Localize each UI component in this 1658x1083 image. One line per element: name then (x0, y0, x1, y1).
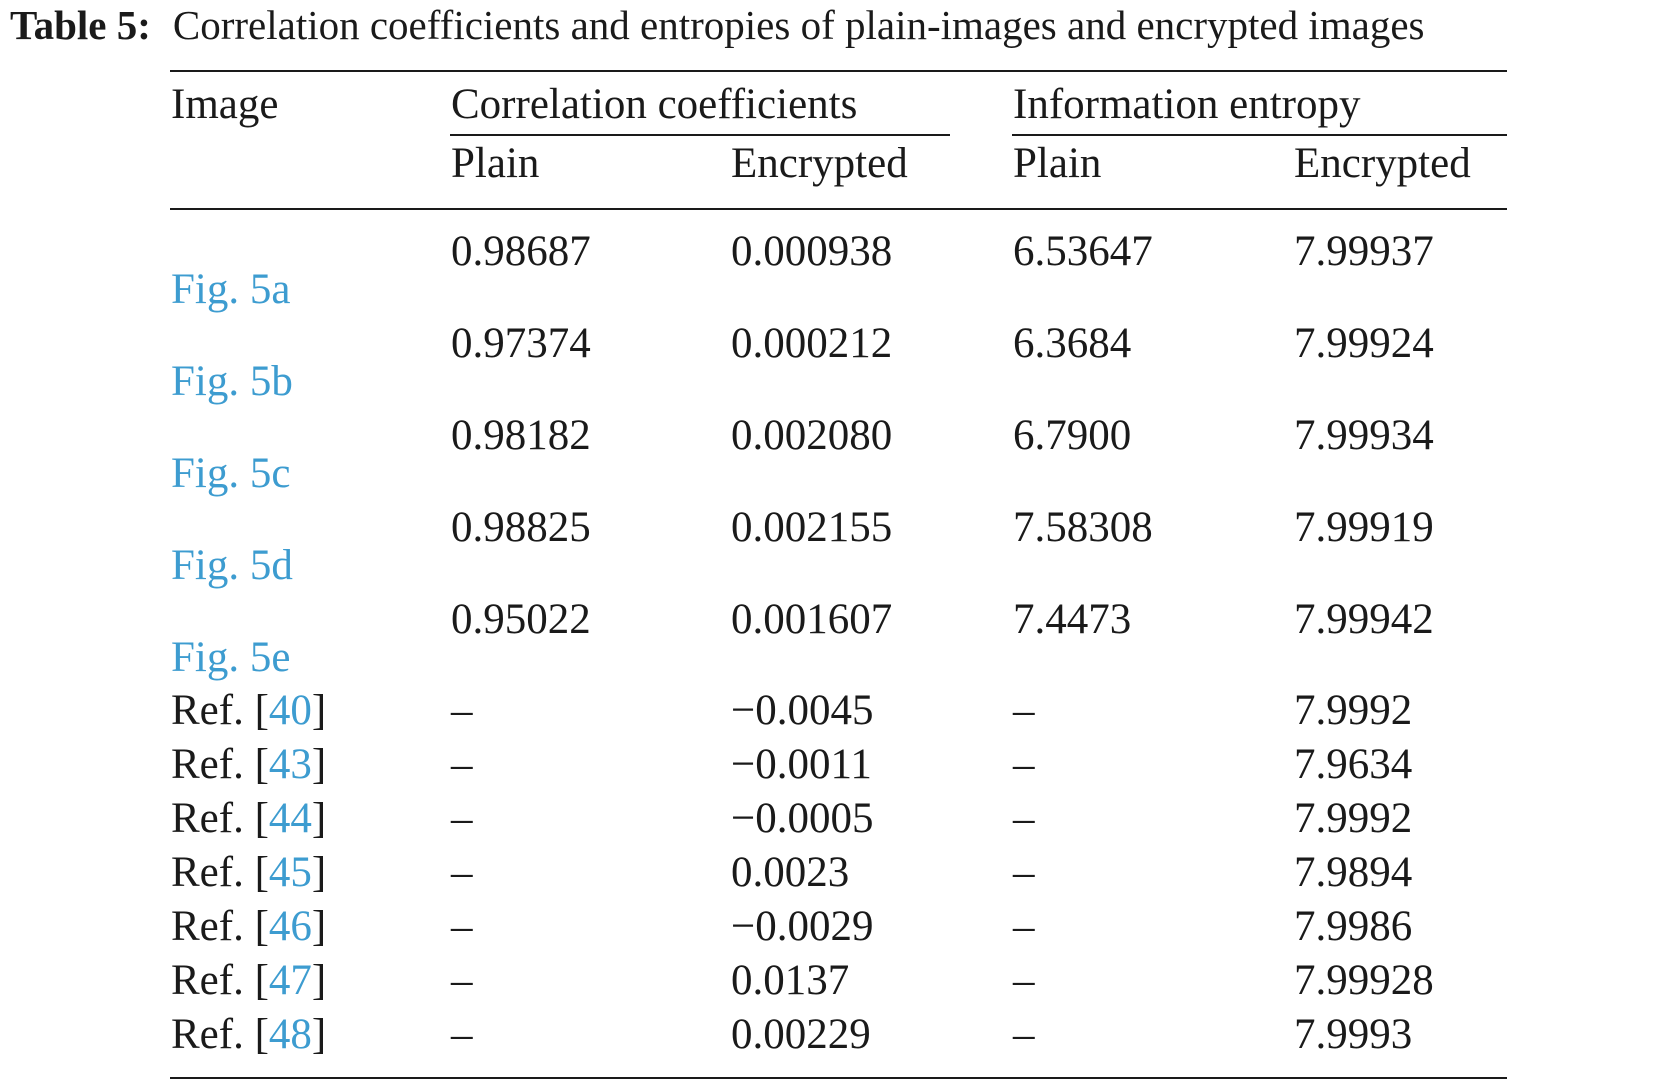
correlation-subrule (450, 134, 950, 136)
entropy-plain-value: – (1013, 1011, 1035, 1058)
entropy-plain-value: – (1013, 795, 1035, 842)
entropy-plain-value: – (1013, 903, 1035, 950)
entropy-encrypted-value: 7.9992 (1294, 795, 1413, 842)
caption-text: Correlation coefficients and entropies o… (172, 2, 1425, 48)
corr-encrypted-value: 0.002080 (731, 412, 893, 459)
ref-link[interactable]: 45 (268, 849, 312, 896)
corr-encrypted-value: −0.0045 (731, 687, 874, 734)
corr-plain-value: – (451, 795, 473, 842)
header-entropy: Information entropy (1013, 81, 1361, 128)
subheader-ent-encrypted: Encrypted (1294, 140, 1471, 187)
corr-plain-value: – (451, 741, 473, 788)
ref-suffix: ] (311, 903, 327, 950)
entropy-encrypted-value: 7.99924 (1294, 320, 1434, 367)
corr-plain-value: – (451, 687, 473, 734)
ref-suffix: ] (311, 957, 327, 1004)
subheader-corr-encrypted: Encrypted (731, 140, 908, 187)
subheader-corr-plain: Plain (451, 140, 540, 187)
corr-plain-value: – (451, 1011, 473, 1058)
corr-plain-value: 0.97374 (451, 320, 591, 367)
table-caption: Table 5: Correlation coefficients and ent… (0, 0, 1658, 50)
corr-plain-value: – (451, 903, 473, 950)
ref-prefix: Ref. [ (171, 741, 269, 788)
ref-label: Ref. [45] (171, 848, 326, 898)
bottom-rule (170, 1077, 1507, 1079)
header-image: Image (171, 81, 279, 128)
corr-encrypted-value: 0.002155 (731, 504, 893, 551)
ref-suffix: ] (311, 687, 327, 734)
corr-plain-value: 0.98825 (451, 504, 591, 551)
corr-plain-value: 0.98687 (451, 228, 591, 275)
ref-prefix: Ref. [ (171, 1011, 269, 1058)
entropy-encrypted-value: 7.99928 (1294, 957, 1434, 1004)
corr-plain-value: 0.98182 (451, 412, 591, 459)
ref-link[interactable]: 48 (268, 1011, 312, 1058)
table-label: Table 5: (10, 2, 151, 48)
ref-suffix: ] (311, 741, 327, 788)
corr-encrypted-value: 0.00229 (731, 1011, 871, 1058)
ref-label: Ref. [46] (171, 902, 326, 952)
ref-label: Ref. [44] (171, 794, 326, 844)
ref-link[interactable]: 43 (268, 741, 312, 788)
ref-link[interactable]: 46 (268, 903, 312, 950)
corr-encrypted-value: 0.000938 (731, 228, 893, 275)
ref-prefix: Ref. [ (171, 795, 269, 842)
ref-prefix: Ref. [ (171, 687, 269, 734)
entropy-encrypted-value: 7.99937 (1294, 228, 1434, 275)
header-rule (170, 208, 1507, 210)
entropy-plain-value: 6.7900 (1013, 412, 1132, 459)
ref-suffix: ] (311, 849, 327, 896)
ref-label: Ref. [43] (171, 740, 326, 790)
entropy-encrypted-value: 7.9986 (1294, 903, 1413, 950)
corr-encrypted-value: 0.001607 (731, 596, 893, 643)
corr-plain-value: 0.95022 (451, 596, 591, 643)
corr-encrypted-value: 0.0137 (731, 957, 850, 1004)
entropy-encrypted-value: 7.9894 (1294, 849, 1413, 896)
corr-plain-value: – (451, 957, 473, 1004)
corr-encrypted-value: −0.0029 (731, 903, 874, 950)
ref-prefix: Ref. [ (171, 849, 269, 896)
fig-link[interactable]: Fig. 5e (171, 634, 291, 681)
entropy-plain-value: 6.53647 (1013, 228, 1153, 275)
ref-suffix: ] (311, 1011, 327, 1058)
top-rule (170, 70, 1507, 72)
entropy-encrypted-value: 7.9634 (1294, 741, 1413, 788)
entropy-plain-value: – (1013, 849, 1035, 896)
entropy-plain-value: – (1013, 741, 1035, 788)
entropy-encrypted-value: 7.99934 (1294, 412, 1434, 459)
ref-label: Ref. [40] (171, 686, 326, 736)
entropy-plain-value: 6.3684 (1013, 320, 1132, 367)
corr-encrypted-value: −0.0005 (731, 795, 874, 842)
fig-link[interactable]: Fig. 5d (171, 542, 293, 589)
corr-encrypted-value: 0.000212 (731, 320, 893, 367)
ref-link[interactable]: 47 (268, 957, 312, 1004)
corr-plain-value: – (451, 849, 473, 896)
entropy-plain-value: – (1013, 687, 1035, 734)
fig-link[interactable]: Fig. 5a (171, 266, 291, 313)
ref-prefix: Ref. [ (171, 957, 269, 1004)
entropy-encrypted-value: 7.99919 (1294, 504, 1434, 551)
entropy-plain-value: – (1013, 957, 1035, 1004)
header-correlation: Correlation coefficients (451, 81, 858, 128)
entropy-encrypted-value: 7.9993 (1294, 1011, 1413, 1058)
entropy-encrypted-value: 7.9992 (1294, 687, 1413, 734)
ref-suffix: ] (311, 795, 327, 842)
corr-encrypted-value: −0.0011 (731, 741, 872, 788)
fig-link[interactable]: Fig. 5b (171, 358, 293, 405)
subheader-ent-plain: Plain (1013, 140, 1102, 187)
corr-encrypted-value: 0.0023 (731, 849, 850, 896)
entropy-plain-value: 7.4473 (1013, 596, 1132, 643)
entropy-subrule (1012, 134, 1507, 136)
ref-link[interactable]: 44 (268, 795, 312, 842)
ref-link[interactable]: 40 (268, 687, 312, 734)
fig-link[interactable]: Fig. 5c (171, 450, 291, 497)
ref-prefix: Ref. [ (171, 903, 269, 950)
entropy-encrypted-value: 7.99942 (1294, 596, 1434, 643)
entropy-plain-value: 7.58308 (1013, 504, 1153, 551)
ref-label: Ref. [48] (171, 1010, 326, 1060)
ref-label: Ref. [47] (171, 956, 326, 1006)
